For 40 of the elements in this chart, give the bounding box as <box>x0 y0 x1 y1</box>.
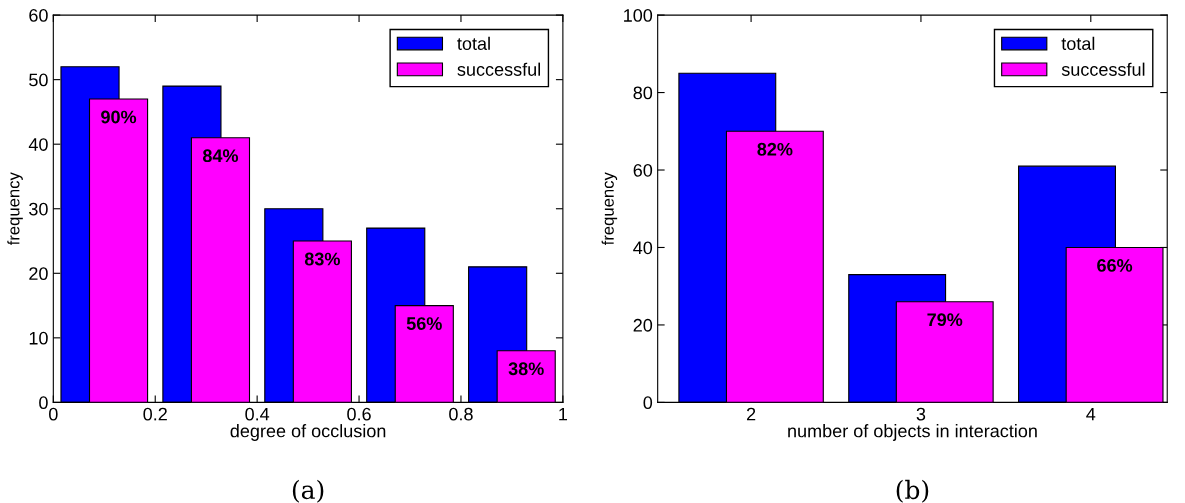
annotation: 66% <box>1097 259 1133 272</box>
y-tick-label: 30 <box>29 202 48 216</box>
x-tick-label: 1 <box>559 407 568 421</box>
x-tick-label: 0.2 <box>143 407 167 421</box>
y-tick-label: 0 <box>643 396 653 410</box>
x-tick-label: 0.8 <box>449 407 473 421</box>
legend-label: successful <box>457 62 540 76</box>
x-tick-label: 0.6 <box>347 407 371 421</box>
y-tick-label: 100 <box>624 9 653 22</box>
annotation: 90% <box>101 110 137 124</box>
x-tick-label: 4 <box>1086 407 1096 421</box>
legend-label: total <box>457 36 490 51</box>
y-tick-label: 20 <box>633 318 653 332</box>
y-tick-label: 60 <box>29 9 48 22</box>
y-tick-label: 40 <box>633 241 653 255</box>
x-axis-title: degree of occlusion <box>230 424 386 441</box>
annotation: 38% <box>508 362 544 376</box>
y-tick-label: 80 <box>633 86 653 100</box>
annotation: 83% <box>304 252 340 266</box>
y-tick-label: 40 <box>28 138 48 151</box>
x-tick-label: 3 <box>916 407 926 421</box>
y-tick-label: 60 <box>633 163 653 177</box>
annotation: 56% <box>406 317 442 330</box>
y-tick-label: 10 <box>29 331 48 345</box>
text: (b) <box>896 479 929 503</box>
legend-label: successful <box>1061 62 1145 76</box>
annotation: 84% <box>202 149 239 163</box>
y-axis-title: frequency <box>7 172 23 246</box>
x-tick-label: 0.4 <box>245 407 270 421</box>
legend-label: total <box>1061 36 1095 51</box>
x-axis-title: number of objects in interaction <box>788 424 1037 441</box>
y-axis-title: frequency <box>601 172 618 246</box>
y-tick-label: 0 <box>39 396 48 410</box>
y-tick-label: 20 <box>29 267 48 281</box>
text: (a) <box>292 479 324 503</box>
x-tick-label: 2 <box>746 407 756 421</box>
y-tick-label: 50 <box>29 73 48 87</box>
annotation: 82% <box>757 142 793 156</box>
annotation: 79% <box>927 313 963 327</box>
x-tick-label: 0 <box>49 407 58 421</box>
